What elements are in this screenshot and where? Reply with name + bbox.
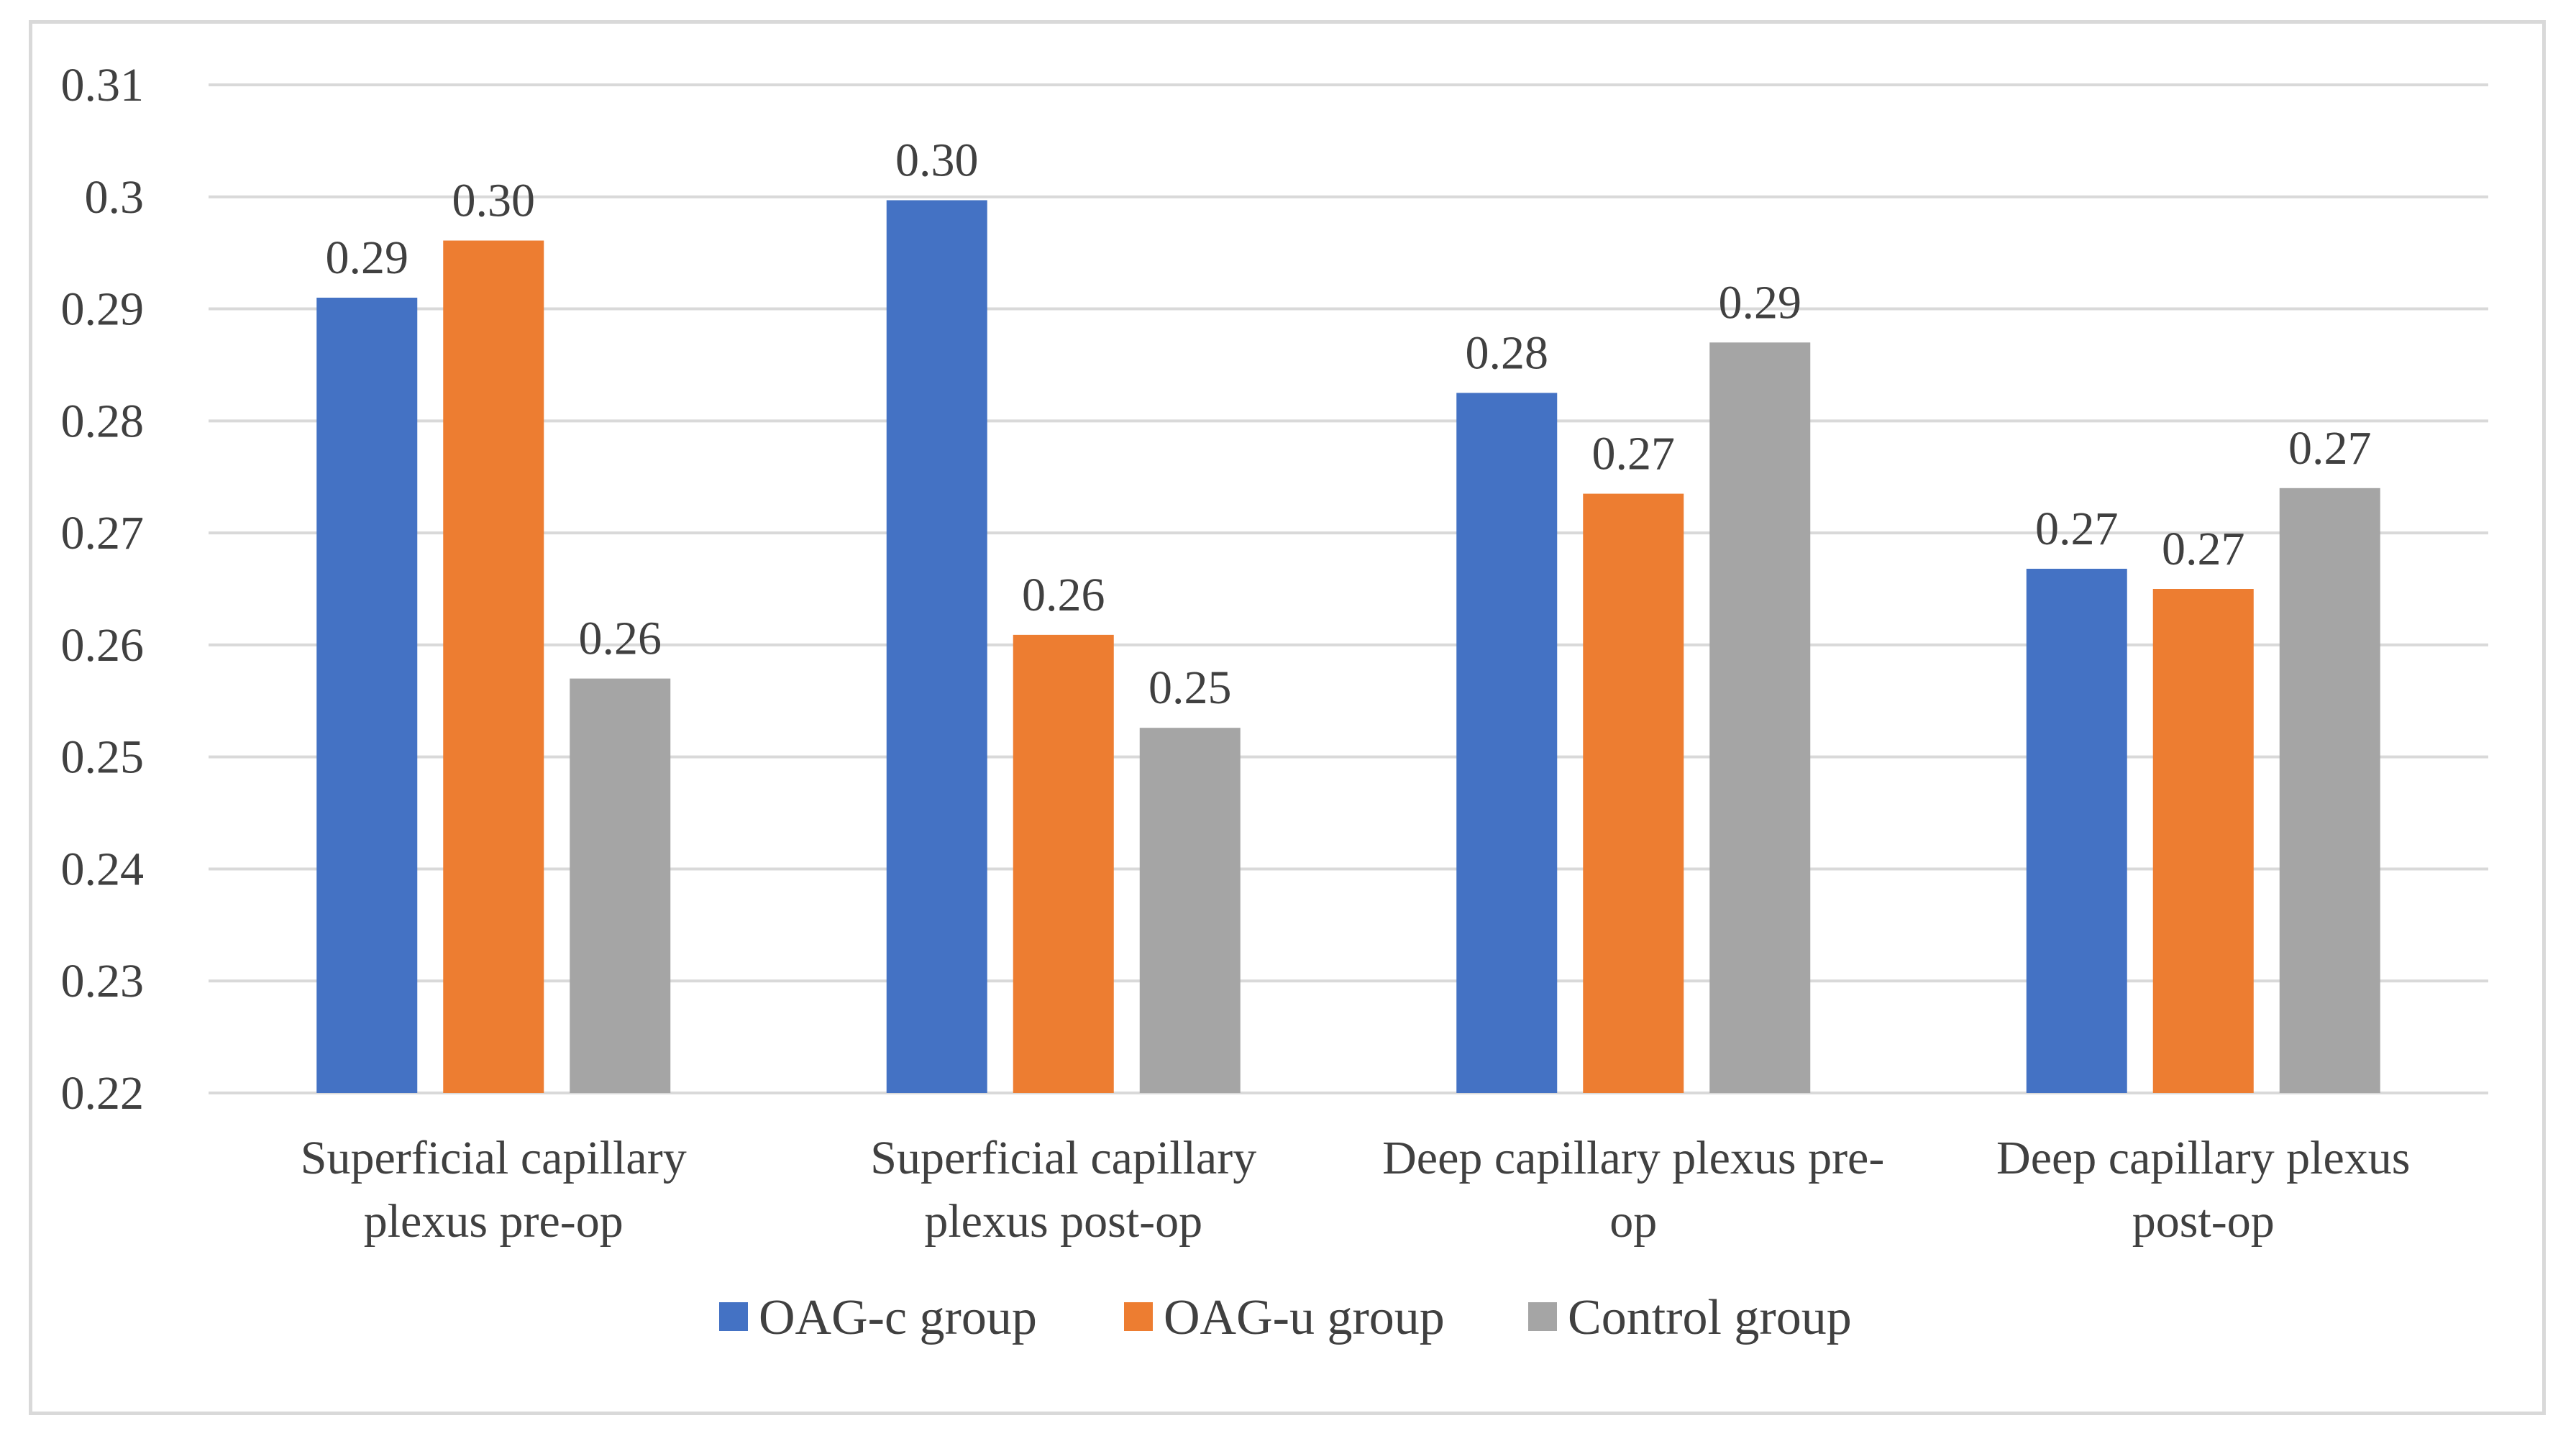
y-tick-label: 0.24 [61, 843, 145, 895]
data-labels: 0.29 0.30 0.28 0.27 0.30 0.26 0.27 0.27 0.26 0.25… [326, 134, 2372, 714]
category-label: op [1609, 1195, 1657, 1248]
y-tick-label: 0.31 [61, 59, 145, 111]
y-tick-label: 0.28 [61, 395, 145, 447]
y-tick-label: 0.26 [61, 619, 145, 672]
bar [2152, 589, 2254, 1093]
bar [2026, 568, 2127, 1093]
data-label: 0.27 [2288, 422, 2372, 475]
legend-swatch [719, 1302, 748, 1331]
bar [2279, 488, 2380, 1093]
bar [1456, 393, 1558, 1093]
category-label: Superficial capillary [301, 1132, 687, 1184]
legend-swatch [1528, 1302, 1557, 1331]
y-tick-label: 0.3 [85, 171, 145, 224]
bar [1139, 728, 1241, 1093]
legend-label: OAG-u group [1164, 1290, 1445, 1345]
bar [570, 678, 671, 1093]
data-label: 0.27 [2162, 523, 2245, 575]
data-label: 0.27 [2035, 503, 2119, 555]
y-tick-label: 0.22 [61, 1067, 145, 1120]
legend-swatch [1124, 1302, 1153, 1331]
data-label: 0.30 [895, 134, 979, 186]
y-axis-ticks: 0.22 0.23 0.24 0.25 0.26 0.27 0.28 0.29 0.3 0.31 [61, 59, 145, 1120]
bar [886, 200, 987, 1093]
bar [316, 297, 418, 1093]
bar [1013, 634, 1114, 1093]
category-label: plexus pre-op [364, 1195, 624, 1248]
data-label: 0.26 [1022, 569, 1105, 621]
category-label: plexus post-op [924, 1195, 1202, 1248]
bars [316, 200, 2380, 1094]
y-tick-label: 0.29 [61, 283, 145, 336]
y-tick-label: 0.25 [61, 731, 145, 784]
category-label: post-op [2132, 1195, 2275, 1248]
category-label: Deep capillary plexus [1996, 1132, 2410, 1184]
category-label: Deep capillary plexus pre- [1382, 1132, 1884, 1184]
y-tick-label: 0.27 [61, 507, 145, 559]
legend: OAG-c group OAG-u group Control group [719, 1290, 1852, 1345]
gridlines [209, 83, 2488, 1094]
bar [443, 240, 544, 1093]
data-label: 0.29 [326, 232, 409, 284]
legend-label: OAG-c group [759, 1290, 1037, 1345]
y-tick-label: 0.23 [61, 955, 145, 1007]
data-label: 0.26 [579, 613, 662, 665]
data-label: 0.27 [1592, 428, 1676, 480]
data-label: 0.30 [452, 175, 536, 227]
data-label: 0.29 [1719, 276, 1802, 329]
bar [1583, 493, 1684, 1093]
category-label: Superficial capillary [870, 1132, 1256, 1184]
legend-label: Control group [1568, 1290, 1852, 1345]
bar [1709, 342, 1811, 1094]
data-label: 0.25 [1148, 662, 1232, 714]
data-label: 0.28 [1466, 326, 1549, 379]
x-axis-labels: Superficial capillary plexus pre-op Superf… [301, 1132, 2411, 1248]
